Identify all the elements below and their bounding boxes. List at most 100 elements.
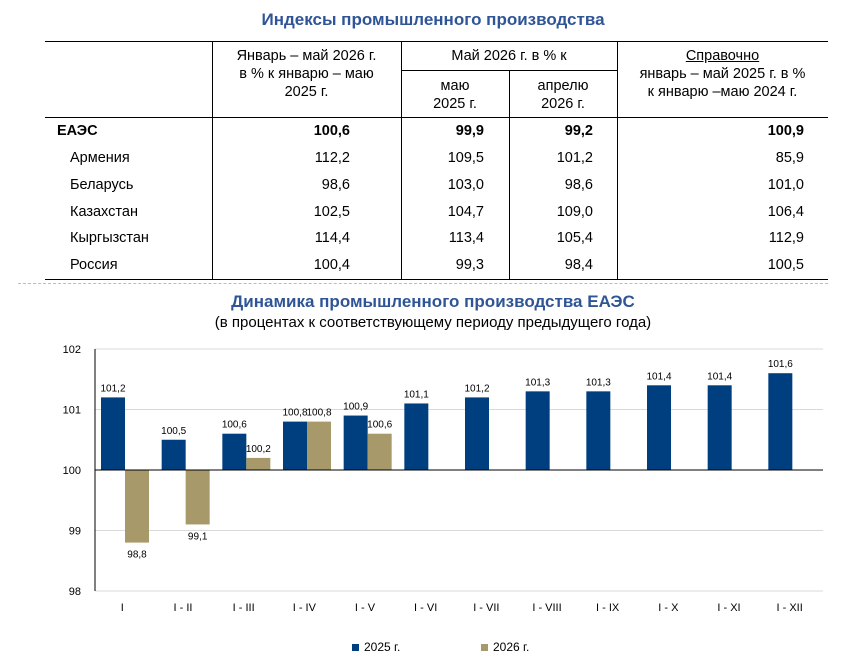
- bar-2026г: [185, 470, 210, 525]
- data-label: 100,8: [306, 408, 331, 419]
- header-col4-line: январь – май 2025 г. в %: [639, 66, 806, 82]
- y-tick-label: 99: [69, 526, 81, 538]
- y-tick-label: 101: [63, 405, 81, 417]
- header-col4-line: к январю –маю 2024 г.: [647, 84, 798, 100]
- x-tick-label: I - IX: [596, 602, 620, 614]
- row-name: Россия: [70, 257, 118, 273]
- row-value-col3: 101,2: [556, 150, 593, 166]
- row-value-col2: 104,7: [447, 204, 484, 220]
- bar-2025г: [525, 391, 550, 470]
- data-label: 99,1: [188, 531, 208, 542]
- header-col2-line: маю: [440, 78, 470, 94]
- header-group-title: Май 2026 г. в % к: [451, 48, 567, 64]
- row-value-col1: 100,4: [313, 257, 350, 273]
- y-tick-label: 100: [63, 465, 81, 477]
- data-label: 101,1: [404, 389, 429, 400]
- x-tick-label: I - XI: [717, 602, 740, 614]
- column-divider: [509, 70, 510, 279]
- bar-2025г: [404, 403, 429, 470]
- data-label: 101,2: [100, 383, 125, 394]
- row-value-col3: 99,2: [564, 123, 593, 139]
- x-tick-label: I - VII: [473, 602, 499, 614]
- bar-2025г: [647, 385, 671, 470]
- x-tick-label: I: [121, 602, 124, 614]
- data-label: 100,5: [161, 426, 186, 437]
- row-value-col4: 101,0: [767, 177, 804, 193]
- data-label: 100,6: [367, 420, 392, 431]
- bar-2025г: [768, 373, 793, 470]
- x-tick-label: I - VI: [414, 602, 437, 614]
- y-tick-label: 102: [63, 344, 81, 356]
- row-value-col2: 113,4: [448, 230, 484, 246]
- bar-2025г: [222, 433, 247, 470]
- row-value-col1: 98,6: [321, 177, 350, 193]
- row-value-col3: 109,0: [556, 204, 593, 220]
- x-tick-label: I - XII: [777, 602, 803, 614]
- bar-2025г: [101, 397, 125, 470]
- header-col1-line: 2025 г.: [284, 84, 329, 100]
- row-value-col4: 100,9: [767, 123, 804, 139]
- data-label: 100,2: [246, 444, 271, 455]
- row-name: Армения: [70, 150, 130, 166]
- x-tick-label: I - V: [355, 602, 376, 614]
- y-tick-label: 98: [69, 586, 81, 598]
- x-tick-label: I - II: [174, 602, 193, 614]
- row-value-col4: 112,9: [768, 230, 804, 246]
- separator-rule: [18, 283, 828, 284]
- bar-2026г: [367, 433, 392, 470]
- legend-label-2026: 2026 г.: [493, 640, 530, 654]
- row-value-col4: 106,4: [767, 204, 804, 220]
- bar-2026г: [125, 470, 149, 543]
- row-value-col3: 105,4: [556, 230, 593, 246]
- table-title: Индексы промышленного производства: [261, 10, 605, 29]
- legend-swatch-2025: [352, 643, 359, 651]
- data-label: 101,2: [464, 383, 489, 394]
- row-value-col2: 103,0: [447, 177, 484, 193]
- data-label: 100,8: [282, 408, 307, 419]
- header-col2-line: 2025 г.: [433, 96, 477, 112]
- row-value-col1: 100,6: [313, 123, 350, 139]
- row-value-col1: 112,2: [314, 150, 350, 166]
- row-value-col4: 85,9: [775, 150, 804, 166]
- table-top-rule: [45, 41, 828, 42]
- row-value-col2: 99,9: [455, 123, 484, 139]
- column-divider: [212, 41, 213, 279]
- row-name: Беларусь: [70, 177, 134, 193]
- table-bottom-rule: [45, 279, 828, 280]
- column-divider: [401, 41, 402, 279]
- row-value-col2: 109,5: [447, 150, 484, 166]
- data-label: 101,6: [768, 359, 793, 370]
- header-col3-line: апрелю: [537, 78, 589, 94]
- header-col1-line: в % к январю – маю: [239, 66, 374, 82]
- data-label: 100,6: [222, 420, 247, 431]
- row-value-col4: 100,5: [767, 257, 804, 273]
- header-col4-title: Справочно: [685, 48, 760, 64]
- x-tick-label: I - III: [233, 602, 255, 614]
- legend-item-2026: 2026 г.: [481, 640, 529, 654]
- data-label: 101,3: [525, 377, 550, 388]
- row-name: Кыргызстан: [70, 230, 149, 246]
- bar-2026г: [246, 457, 271, 470]
- legend-label-2025: 2025 г.: [364, 640, 401, 654]
- bar-2025г: [465, 397, 489, 470]
- bar-2025г: [283, 421, 307, 470]
- header-col3-line: 2026 г.: [541, 96, 585, 112]
- legend-swatch-2026: [481, 643, 488, 651]
- data-label: 101,4: [646, 371, 671, 382]
- chart-title: Динамика промышленного производства ЕАЭС: [231, 292, 635, 311]
- header-col1-line: Январь – май 2026 г.: [236, 48, 377, 64]
- row-value-col2: 99,3: [455, 257, 484, 273]
- row-value-col3: 98,4: [564, 257, 593, 273]
- bar-2026г: [307, 421, 331, 470]
- x-tick-label: I - IV: [293, 602, 317, 614]
- data-label: 98,8: [127, 550, 147, 561]
- row-value-col3: 98,6: [564, 177, 593, 193]
- row-name: Казахстан: [70, 204, 138, 220]
- row-value-col1: 102,5: [313, 204, 350, 220]
- x-tick-label: I - VIII: [532, 602, 561, 614]
- data-label: 101,4: [707, 371, 732, 382]
- row-name: ЕАЭС: [57, 123, 98, 139]
- data-label: 101,3: [586, 377, 611, 388]
- chart-subtitle: (в процентах к соответствующему периоду …: [214, 314, 652, 331]
